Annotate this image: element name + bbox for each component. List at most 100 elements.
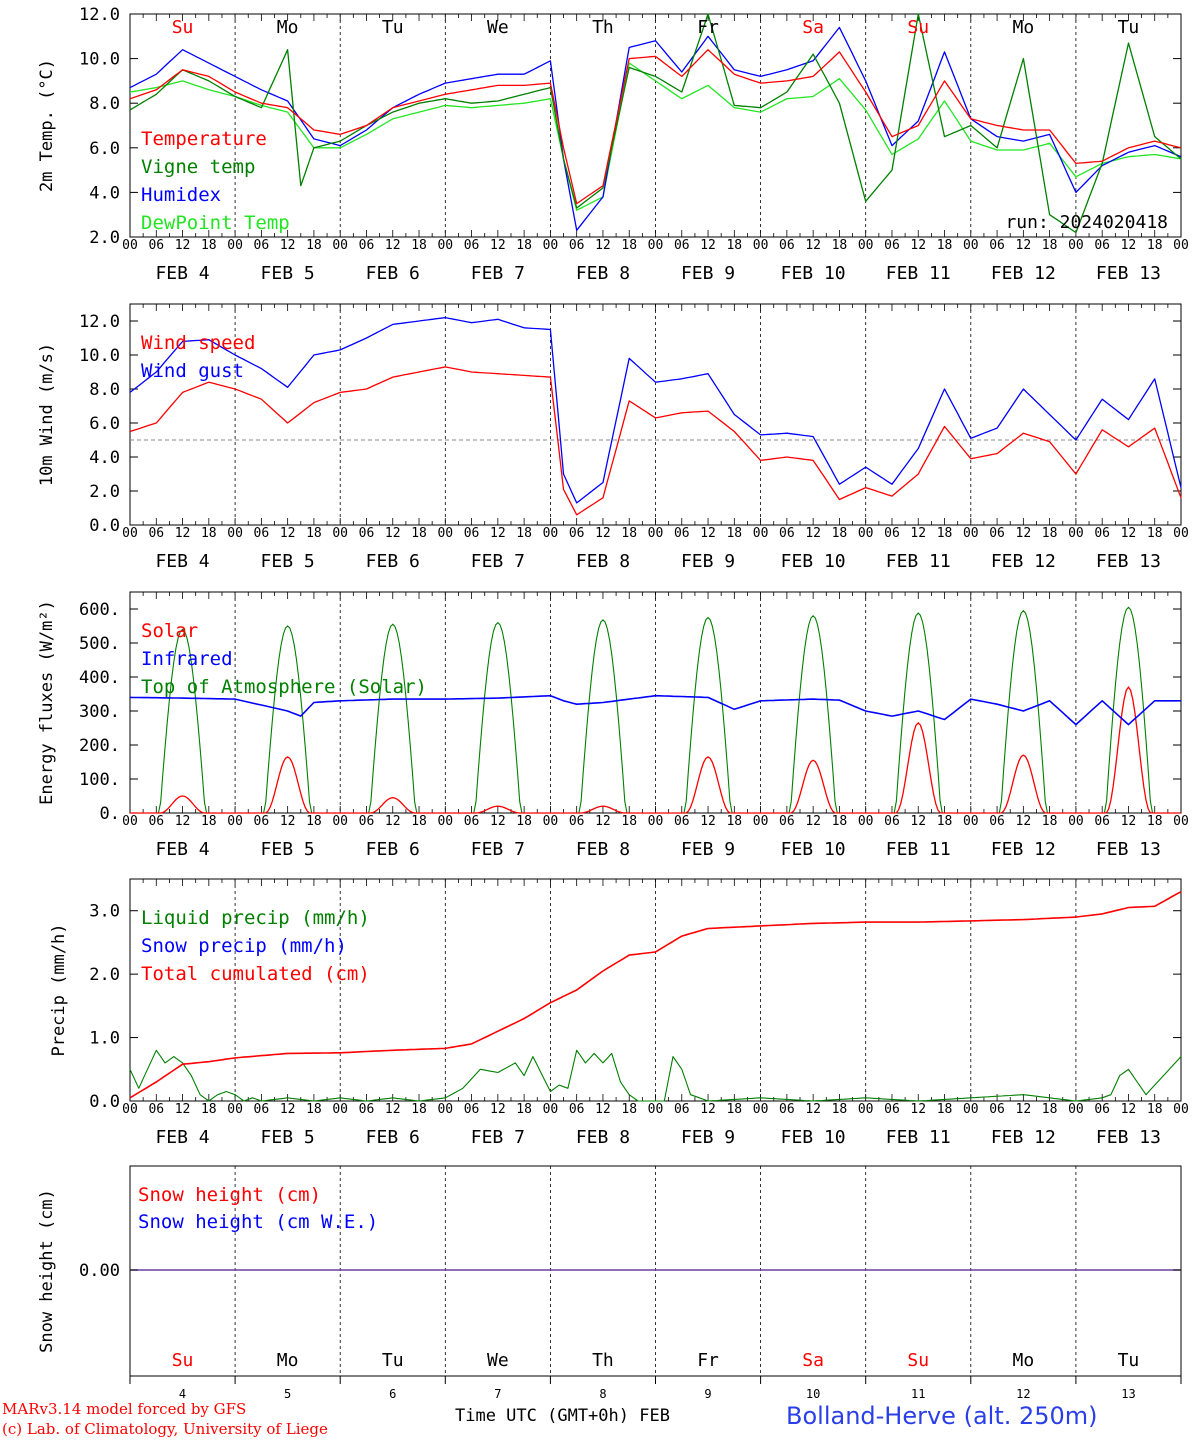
precip-hour-tick-label: 12 (1016, 1102, 1032, 1117)
precip-hour-tick-label: 18 (832, 1102, 848, 1117)
wind-hour-tick-label: 00 (963, 526, 979, 541)
temp-date-label: FEB 7 (471, 263, 525, 284)
wind-y-tick-label: 2.0 (89, 482, 120, 502)
precip-date-label: FEB 7 (471, 1127, 525, 1148)
wind-legend-entry: Wind speed (141, 332, 255, 354)
wind-date-label: FEB 10 (781, 551, 846, 572)
wind-hour-tick-label: 18 (832, 526, 848, 541)
bottom-day-number: 7 (494, 1387, 501, 1401)
temp-hour-tick-label: 06 (989, 238, 1005, 253)
precip-date-label: FEB 11 (886, 1127, 951, 1148)
energy-hour-tick-label: 18 (306, 814, 322, 829)
temp-weekday-label: We (487, 17, 509, 38)
temp-hour-tick-label: 18 (937, 238, 953, 253)
model-credit: MARv3.14 model forced by GFS (2, 1400, 247, 1418)
temp-hour-tick-label: 12 (1016, 238, 1032, 253)
precip-hour-tick-label: 06 (464, 1102, 480, 1117)
precip-hour-tick-label: 06 (674, 1102, 690, 1117)
wind-hour-tick-label: 18 (411, 526, 427, 541)
bottom-day-number: 12 (1016, 1387, 1030, 1401)
wind-date-label: FEB 4 (155, 551, 209, 572)
energy-hour-tick-label: 06 (148, 814, 164, 829)
energy-hour-tick-label: 00 (437, 814, 453, 829)
wind-hour-tick-label: 00 (122, 526, 138, 541)
wind-hour-tick-label: 06 (464, 526, 480, 541)
wind-date-label: FEB 13 (1096, 551, 1161, 572)
temp-hour-tick-label: 00 (858, 238, 874, 253)
wind-y-tick-label: 8.0 (89, 380, 120, 400)
temp-hour-tick-label: 12 (1121, 238, 1137, 253)
wind-y-tick-label: 0.0 (89, 516, 120, 536)
wind-hour-tick-label: 18 (726, 526, 742, 541)
energy-date-label: FEB 6 (366, 839, 420, 860)
energy-hour-tick-label: 12 (700, 814, 716, 829)
energy-legend-entry: Solar (141, 620, 198, 642)
temp-hour-tick-label: 06 (1094, 238, 1110, 253)
wind-date-label: FEB 9 (681, 551, 735, 572)
temp-hour-tick-label: 18 (306, 238, 322, 253)
temp-date-label: FEB 9 (681, 263, 735, 284)
wind-hour-tick-label: 00 (227, 526, 243, 541)
energy-hour-tick-label: 06 (779, 814, 795, 829)
energy-hour-tick-label: 00 (648, 814, 664, 829)
energy-y-tick-label: 500. (79, 634, 120, 654)
precip-y-axis-title: Precip (mm/h) (49, 923, 69, 1056)
temp-weekday-label: Sa (802, 17, 824, 38)
snow-weekday-label: Tu (1118, 1350, 1140, 1371)
precip-date-label: FEB 9 (681, 1127, 735, 1148)
wind-legend-entry: Wind gust (141, 360, 244, 382)
wind-series-line (129, 316, 1182, 504)
snow-weekday-label: Su (907, 1350, 929, 1371)
temp-hour-tick-label: 06 (674, 238, 690, 253)
temp-series-line (129, 62, 1182, 211)
precip-hour-tick-label: 06 (254, 1102, 270, 1117)
energy-hour-tick-label: 18 (516, 814, 532, 829)
precip-hour-tick-label: 06 (779, 1102, 795, 1117)
energy-hour-tick-label: 00 (227, 814, 243, 829)
temp-hour-tick-label: 18 (201, 238, 217, 253)
bottom-day-number: 8 (599, 1387, 606, 1401)
temp-hour-tick-label: 12 (700, 238, 716, 253)
wind-hour-tick-label: 00 (437, 526, 453, 541)
bottom-day-number: 9 (704, 1387, 711, 1401)
temp-hour-tick-label: 12 (490, 238, 506, 253)
wind-y-tick-label: 4.0 (89, 448, 120, 468)
temp-weekday-label: Th (592, 17, 614, 38)
precip-hour-tick-label: 00 (858, 1102, 874, 1117)
temp-y-tick-label: 6.0 (89, 139, 120, 159)
energy-hour-tick-label: 00 (963, 814, 979, 829)
energy-hour-tick-label: 12 (1121, 814, 1137, 829)
precip-hour-tick-label: 06 (569, 1102, 585, 1117)
wind-hour-tick-label: 18 (1147, 526, 1163, 541)
temp-date-label: FEB 4 (155, 263, 209, 284)
temp-weekday-label: Tu (1118, 17, 1140, 38)
wind-date-label: FEB 6 (366, 551, 420, 572)
bottom-day-number: 5 (284, 1387, 291, 1401)
precip-hour-tick-label: 06 (989, 1102, 1005, 1117)
precip-hour-tick-label: 18 (937, 1102, 953, 1117)
temp-y-tick-label: 10.0 (79, 50, 120, 70)
temp-weekday-label: Su (172, 17, 194, 38)
energy-hour-tick-label: 06 (464, 814, 480, 829)
wind-hour-tick-label: 06 (254, 526, 270, 541)
wind-hour-tick-label: 18 (516, 526, 532, 541)
wind-hour-tick-label: 12 (385, 526, 401, 541)
energy-hour-tick-label: 18 (937, 814, 953, 829)
bottom-day-number: 13 (1121, 1387, 1135, 1401)
wind-hour-tick-label: 12 (175, 526, 191, 541)
temp-hour-tick-label: 06 (148, 238, 164, 253)
energy-hour-tick-label: 12 (385, 814, 401, 829)
wind-hour-tick-label: 12 (805, 526, 821, 541)
wind-hour-tick-label: 12 (700, 526, 716, 541)
precip-hour-tick-label: 12 (385, 1102, 401, 1117)
temp-date-label: FEB 5 (261, 263, 315, 284)
temp-hour-tick-label: 12 (385, 238, 401, 253)
temp-hour-tick-label: 00 (1173, 238, 1189, 253)
energy-date-label: FEB 8 (576, 839, 630, 860)
energy-legend-entry: Infrared (141, 648, 233, 670)
wind-hour-tick-label: 12 (1016, 526, 1032, 541)
wind-hour-tick-label: 12 (595, 526, 611, 541)
energy-date-label: FEB 9 (681, 839, 735, 860)
energy-solar-line (130, 686, 1181, 814)
temp-weekday-label: Fr (697, 17, 719, 38)
